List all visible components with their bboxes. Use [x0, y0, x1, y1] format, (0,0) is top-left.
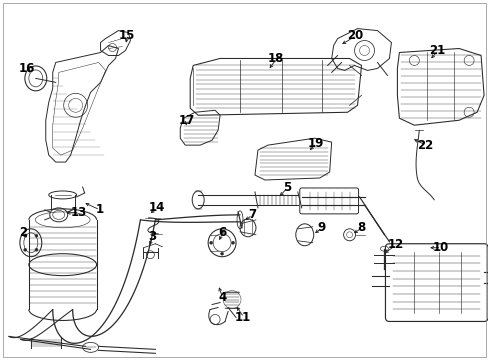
Text: 8: 8 — [357, 221, 365, 234]
Circle shape — [35, 234, 38, 237]
Circle shape — [35, 248, 38, 251]
Text: 6: 6 — [218, 226, 226, 239]
Circle shape — [220, 230, 223, 233]
Text: 4: 4 — [218, 291, 226, 304]
Text: 21: 21 — [428, 44, 445, 57]
Text: 10: 10 — [431, 241, 447, 254]
Text: 16: 16 — [19, 62, 35, 75]
Text: 15: 15 — [118, 29, 135, 42]
Text: 1: 1 — [95, 203, 103, 216]
Text: 17: 17 — [178, 114, 194, 127]
Circle shape — [220, 252, 223, 255]
Text: 2: 2 — [19, 226, 27, 239]
Text: 18: 18 — [267, 52, 284, 65]
Text: 12: 12 — [386, 238, 403, 251]
Text: 11: 11 — [235, 311, 251, 324]
Text: 9: 9 — [317, 221, 325, 234]
Circle shape — [209, 241, 212, 244]
Circle shape — [231, 241, 234, 244]
Circle shape — [23, 248, 27, 251]
Text: 13: 13 — [71, 206, 87, 219]
Text: 5: 5 — [282, 181, 290, 194]
Text: 20: 20 — [347, 29, 363, 42]
Text: 19: 19 — [307, 137, 324, 150]
Text: 22: 22 — [416, 139, 433, 152]
Text: 7: 7 — [247, 208, 256, 221]
Circle shape — [23, 234, 27, 237]
Text: 14: 14 — [148, 201, 164, 215]
Text: 3: 3 — [148, 230, 156, 243]
